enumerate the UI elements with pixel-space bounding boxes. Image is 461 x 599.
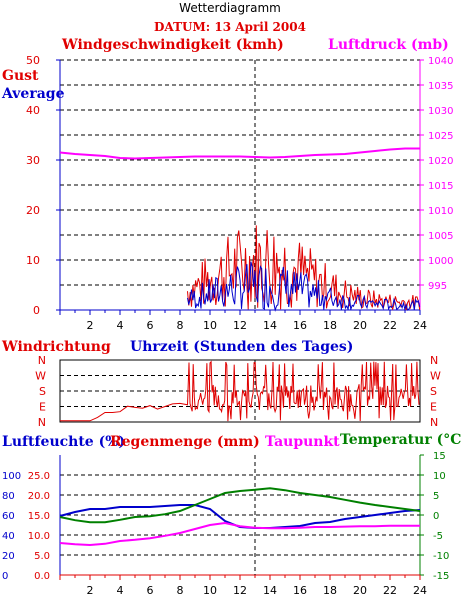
tick-label-pressure: 1015 bbox=[428, 181, 453, 192]
tick-label-hour: 6 bbox=[147, 584, 154, 597]
tick-label-temperature: 5 bbox=[433, 491, 439, 502]
tick-label-wind: 0 bbox=[33, 304, 40, 317]
tick-label-hour: 18 bbox=[323, 319, 337, 332]
tick-label-humidity: 40 bbox=[2, 531, 15, 542]
tick-label-hour: 8 bbox=[177, 319, 184, 332]
tick-label-direction: W bbox=[430, 370, 441, 383]
series-luftfeuchte bbox=[59, 504, 421, 529]
tick-label-direction: E bbox=[430, 401, 437, 414]
tick-label-wind: 40 bbox=[26, 104, 40, 117]
humidity-axis-title: Luftfeuchte (%) bbox=[2, 434, 125, 450]
legend-gust: Gust bbox=[2, 68, 39, 84]
tick-label-hour: 24 bbox=[413, 319, 427, 332]
date-label: DATUM: 13 April 2004 bbox=[154, 20, 306, 34]
tick-label-direction: N bbox=[38, 354, 46, 367]
humidity-temperature-panel: 0 20 40 60 80 100 0.0 5.0 10.0 15.0 20.0 25.0 15 10 5 0… bbox=[2, 451, 449, 597]
chart-title: Wetterdiagramm bbox=[179, 1, 281, 15]
tick-label-hour: 12 bbox=[233, 584, 247, 597]
tick-label-pressure: 1035 bbox=[428, 81, 453, 92]
tick-label-hour: 10 bbox=[203, 319, 217, 332]
tick-label-hour: 4 bbox=[117, 319, 124, 332]
tick-label-hour: 8 bbox=[177, 584, 184, 597]
tick-label-direction: N bbox=[430, 354, 438, 367]
tick-label-rain: 20.0 bbox=[28, 491, 50, 502]
series-taupunkt bbox=[59, 521, 420, 547]
tick-label-direction: E bbox=[39, 401, 46, 414]
tick-label-pressure: 1000 bbox=[428, 256, 453, 267]
tick-label-hour: 6 bbox=[147, 319, 154, 332]
wind-direction-title: Windrichtung bbox=[1, 339, 111, 355]
tick-label-hour: 24 bbox=[413, 584, 427, 597]
tick-label-direction: S bbox=[39, 385, 46, 398]
tick-label-direction: N bbox=[38, 416, 46, 429]
tick-label-rain: 5.0 bbox=[34, 551, 50, 562]
tick-label-temperature: -15 bbox=[433, 571, 449, 582]
series-temperatur bbox=[59, 487, 421, 524]
tick-label-humidity: 80 bbox=[2, 491, 15, 502]
tick-label-hour: 14 bbox=[263, 319, 277, 332]
tick-label-hour: 22 bbox=[383, 584, 397, 597]
tick-label-hour: 18 bbox=[323, 584, 337, 597]
wind-speed-axis-title: Windgeschwindigkeit (kmh) bbox=[61, 37, 284, 53]
tick-label-wind: 50 bbox=[26, 54, 40, 67]
dewpoint-title: Taupunkt bbox=[265, 434, 340, 450]
tick-label-humidity: 0 bbox=[2, 571, 8, 582]
tick-label-hour: 16 bbox=[293, 319, 307, 332]
series-gust bbox=[187, 225, 421, 311]
time-axis-title: Uhrzeit (Stunden des Tages) bbox=[130, 339, 353, 355]
tick-label-wind: 20 bbox=[26, 204, 40, 217]
series-direction bbox=[60, 360, 420, 422]
tick-label-temperature: 10 bbox=[433, 471, 446, 482]
tick-label-pressure: 1030 bbox=[428, 106, 453, 117]
tick-label-rain: 15.0 bbox=[28, 511, 50, 522]
tick-label-pressure: 1010 bbox=[428, 206, 453, 217]
tick-label-hour: 2 bbox=[87, 584, 94, 597]
temperature-axis-title: Temperatur (°C) bbox=[340, 432, 461, 448]
tick-label-hour: 16 bbox=[293, 584, 307, 597]
tick-label-direction: W bbox=[35, 370, 46, 383]
tick-label-wind: 10 bbox=[26, 254, 40, 267]
tick-label-hour: 4 bbox=[117, 584, 124, 597]
tick-label-pressure: 1005 bbox=[428, 231, 453, 242]
tick-label-hour: 14 bbox=[263, 584, 277, 597]
tick-label-hour: 10 bbox=[203, 584, 217, 597]
legend-average: Average bbox=[1, 86, 65, 102]
tick-label-wind: 30 bbox=[26, 154, 40, 167]
pressure-axis-title: Luftdruck (mb) bbox=[328, 37, 449, 53]
tick-label-rain: 10.0 bbox=[28, 531, 50, 542]
tick-label-hour: 2 bbox=[87, 319, 94, 332]
tick-label-hour: 20 bbox=[353, 584, 367, 597]
tick-label-hour: 12 bbox=[233, 319, 247, 332]
tick-label-humidity: 60 bbox=[2, 511, 15, 522]
tick-label-temperature: -10 bbox=[433, 551, 449, 562]
tick-label-hour: 20 bbox=[353, 319, 367, 332]
wind-pressure-panel: 0102030405099510001005101010151020102510… bbox=[26, 54, 453, 332]
series-pressure bbox=[59, 147, 420, 160]
tick-label-temperature: -5 bbox=[433, 531, 443, 542]
tick-label-pressure: 1025 bbox=[428, 131, 453, 142]
tick-label-rain: 0.0 bbox=[34, 571, 50, 582]
tick-label-humidity: 100 bbox=[2, 471, 21, 482]
tick-label-rain: 25.0 bbox=[28, 471, 50, 482]
tick-label-hour: 22 bbox=[383, 319, 397, 332]
tick-label-temperature: 15 bbox=[433, 451, 446, 462]
tick-label-temperature: 0 bbox=[433, 511, 439, 522]
rain-axis-title: Regenmenge (mm) bbox=[110, 434, 260, 450]
tick-label-humidity: 20 bbox=[2, 551, 15, 562]
series-average bbox=[187, 261, 421, 312]
tick-label-pressure: 1040 bbox=[428, 56, 453, 67]
tick-label-direction: S bbox=[430, 385, 437, 398]
tick-label-pressure: 1020 bbox=[428, 156, 453, 167]
tick-label-direction: N bbox=[430, 416, 438, 429]
tick-label-pressure: 995 bbox=[428, 281, 447, 292]
